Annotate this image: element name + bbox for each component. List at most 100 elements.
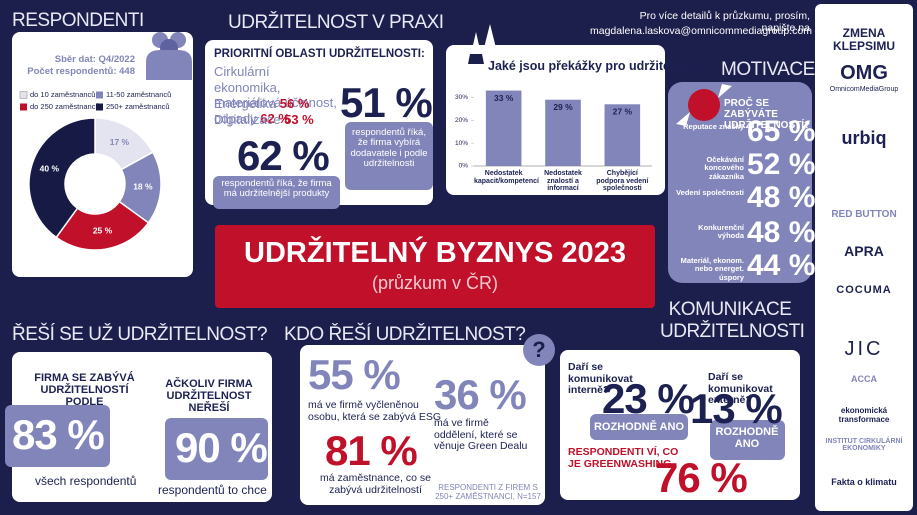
question-bubble (523, 334, 555, 366)
stat-box (165, 418, 268, 480)
pie-slice (28, 117, 96, 239)
section-title: UDRŽITELNOSTI (660, 321, 805, 342)
x-tick-label: Nedostatek kapacit/kompetencí (474, 170, 539, 185)
stat-value: 13 % (690, 385, 783, 432)
stat-value: 51 % (340, 79, 433, 126)
stat-text: má ve firmě oddělení, které se věnuje Gr… (434, 417, 528, 453)
bar (604, 104, 641, 166)
section-title: RESPONDENTI (12, 10, 144, 31)
collection: Sběr dat: Q4/2022 (54, 54, 135, 65)
legend-swatch (96, 91, 103, 99)
motivation-value: 52 % (747, 148, 816, 181)
value-label: 27 % (613, 107, 633, 117)
x-tick-label: Nedostatek znalostí a informací (544, 170, 582, 193)
cone-icon (458, 24, 497, 79)
motivation-value: 48 % (747, 181, 816, 214)
motivation-label: Vedení společnosti (676, 188, 744, 197)
answer: ROZHODNĚ ANO (593, 421, 685, 433)
slice-label: 25 % (93, 226, 113, 236)
motivation-value: 44 % (747, 249, 816, 282)
y-tick-label: 30% (455, 94, 468, 101)
stat-box (345, 122, 433, 190)
section-title: KOMUNIKACE (668, 299, 792, 320)
banner (215, 225, 655, 308)
question-mark: ? (532, 337, 545, 362)
answer-box (590, 414, 688, 440)
partner-logo: APRA (844, 243, 884, 259)
area-label: Energetika (214, 96, 277, 111)
people-icon (146, 32, 192, 80)
area: Digitalizace 53 % (214, 112, 314, 127)
answer-box (710, 420, 785, 460)
motivation-label: Očekávání koncového zákazníka (704, 155, 744, 181)
area-label: Cirkulární ekonomika, materiálová účinno… (214, 64, 337, 126)
partner-logo: RED BUTTON (831, 209, 897, 220)
contact-text: Pro více detailů k průzkumu, prosím, nap… (639, 10, 810, 34)
answer: ROZHODNĚ ANO (715, 426, 779, 451)
already-text: AČKOLIV FIRMA UDRŽITELNOST NEŘEŠÍ (165, 378, 253, 415)
x-tick-label: Chybějící podpora vedení společnosti (596, 170, 649, 193)
section-title: UDRŽITELNOST V PRAXI (228, 12, 444, 33)
who-panel (300, 345, 545, 505)
legend-label: 250+ zaměstnanců (106, 102, 170, 111)
legend-swatch (96, 103, 103, 111)
banner-title: UDRŽITELNÝ BYZNYS 2023 (244, 237, 626, 269)
slice-label: 17 % (110, 137, 130, 147)
stat-value: 83 % (12, 411, 105, 458)
partner-logo: COCUMA (836, 284, 892, 296)
stat-box (5, 405, 110, 467)
stat-value: 36 % (434, 371, 527, 418)
bar (485, 90, 522, 166)
motivation-question: PROČ SE ZABÝVÁTE UDRŽITELNOSTÍ? (724, 98, 811, 131)
partners-panel (815, 4, 913, 511)
stat-text: má zaměstnance, co se zabývá udržitelnos… (320, 472, 431, 496)
motivation-label: Materiál, ekonom. nebo energet. úspory (680, 256, 744, 282)
motivation-value: 48 % (747, 216, 816, 249)
stat-value: 23 % (602, 375, 695, 422)
contact-email: magdalena.laskova@omnicommediagroup.com (590, 25, 812, 37)
question: Daří se komunikovat externě? (708, 371, 773, 407)
partner-logo: JIC (844, 338, 884, 360)
partner-logo: urbiq (841, 128, 887, 148)
partner-logo: INSTITUT CIRKULÁRNÍ EKONOMIKY (825, 438, 903, 452)
area: Cirkulární ekonomika, materiálová účinno… (214, 64, 339, 126)
stat-value: 55 % (308, 351, 401, 398)
legend-label: do 10 zaměstnanců (30, 90, 95, 99)
legend-label: do 250 zaměstnanců (30, 102, 100, 111)
stat-value: 62 % (237, 132, 330, 179)
respondent-count: Počet respondentů: 448 (27, 66, 135, 77)
area: Energetika 56 % (214, 96, 310, 111)
legend-swatch (19, 91, 28, 99)
section-title: ŘEŠÍ SE UŽ UDRŽITELNOST? (12, 324, 268, 345)
partner-logo: ZMENA (842, 26, 886, 40)
area-value: 62 % (260, 110, 290, 126)
legend-label: 11-50 zaměstnanců (106, 90, 171, 99)
area-label: Digitalizace (214, 112, 281, 127)
y-tick-label: 0% (459, 163, 469, 170)
area-value: 53 % (284, 112, 314, 127)
stat-text: má ve firmě vyčleněnou osobu, která se z… (308, 399, 442, 423)
area-value: 56 % (279, 96, 310, 111)
partner-logo: Fakta o klimatu (831, 477, 897, 487)
y-tick-label: 20% (455, 117, 468, 124)
partner-logo: ACCA (851, 374, 877, 384)
legend-swatch (20, 103, 27, 111)
stat-note: respondentů to chce (158, 483, 267, 497)
practice-heading: PRIORITNÍ OBLASTI UDRŽITELNOSTI: (214, 48, 425, 60)
motivation-label: Konkurenční výhoda (698, 223, 744, 241)
stat-value: 90 % (175, 424, 268, 471)
pie-slice (55, 200, 150, 251)
slice-label: 40 % (40, 163, 60, 173)
partner-logo: OMG (840, 62, 888, 84)
chart-title: Jaké jsou překážky pro udržitelnost? (488, 59, 708, 73)
y-tick-label: 10% (455, 140, 468, 147)
motivation-value: 65 % (747, 115, 816, 148)
stat-note: všech respondentů (35, 474, 137, 488)
stat-text: respondentů říká, že firma má udržitelně… (221, 178, 332, 200)
footnote: RESPONDENTI Z FIREM S 250+ ZAMĚSTNANCI, … (435, 483, 541, 501)
partner-logo: KLEPSIMU (832, 39, 895, 53)
partner-logo: ekonomická transformace (838, 406, 890, 424)
stat-text: respondentů říká, že firma vybírá dodava… (350, 127, 428, 170)
